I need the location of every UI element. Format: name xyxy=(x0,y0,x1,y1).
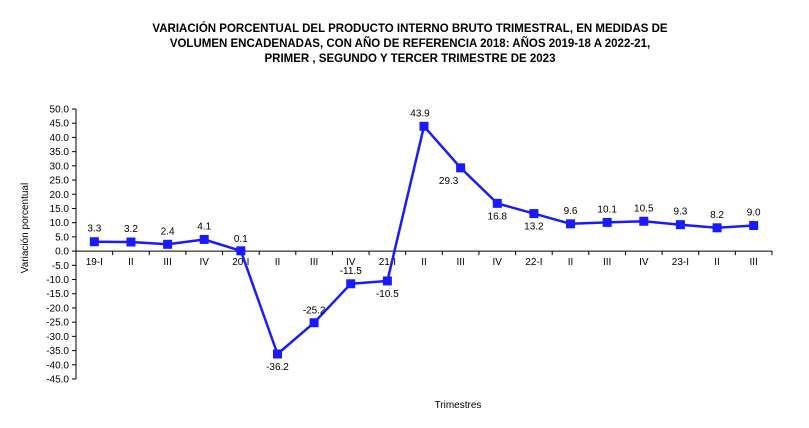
data-label: 13.2 xyxy=(524,222,544,233)
data-point xyxy=(346,279,356,289)
x-tick-label: III xyxy=(456,257,464,268)
series-line xyxy=(89,121,759,359)
y-tick-label: -35.0 xyxy=(46,346,69,357)
y-tick-label: 10.0 xyxy=(50,218,70,229)
data-point xyxy=(199,234,209,244)
data-point xyxy=(492,198,502,208)
data-label: 43.9 xyxy=(410,108,430,119)
chart-title-line-1: VARIACIÓN PORCENTUAL DEL PRODUCTO INTERN… xyxy=(152,23,668,35)
y-axis: 50.0 45.0 40.0 35.0 30.0 25.0 20.0 15.0 10.0 5.0 0… xyxy=(46,105,77,386)
data-label: 0.1 xyxy=(234,234,248,245)
y-tick-label: -45.0 xyxy=(46,375,69,386)
data-point xyxy=(272,349,282,359)
x-tick-label: IV xyxy=(346,257,356,268)
x-tick-label: IV xyxy=(639,257,649,268)
y-tick-label: -30.0 xyxy=(46,332,69,343)
data-point xyxy=(382,276,392,286)
x-axis: 19-I II III IV 20-I II III IV 21-I II III IV 22-I II I… xyxy=(75,250,773,268)
data-label: 2.4 xyxy=(161,226,175,237)
data-point xyxy=(566,219,576,229)
data-label: 3.3 xyxy=(87,224,101,235)
y-tick-label: 20.0 xyxy=(50,190,70,201)
data-label: 29.3 xyxy=(439,176,459,187)
x-tick-label: III xyxy=(163,257,171,268)
y-tick-label: 50.0 xyxy=(50,105,70,116)
x-tick-label: 20-I xyxy=(232,257,249,268)
data-label: -11.5 xyxy=(340,266,362,277)
x-tick-label: II xyxy=(714,257,720,268)
data-label: 3.2 xyxy=(124,224,138,235)
data-point xyxy=(529,209,539,219)
y-tick-label: 5.0 xyxy=(55,232,69,243)
y-tick-label: -5.0 xyxy=(52,261,70,272)
x-tick-label: II xyxy=(568,257,574,268)
x-tick-label: 21-I xyxy=(379,257,396,268)
data-point xyxy=(639,216,649,226)
data-label: 4.1 xyxy=(197,221,211,232)
data-point xyxy=(163,239,173,249)
y-tick-label: -25.0 xyxy=(46,318,69,329)
data-label: 16.8 xyxy=(488,211,508,222)
data-point xyxy=(309,318,319,328)
data-label: 9.6 xyxy=(564,206,578,217)
x-tick-label: III xyxy=(310,257,318,268)
data-label: -10.5 xyxy=(376,289,399,300)
data-label: 10.1 xyxy=(597,204,617,215)
data-point xyxy=(456,163,466,173)
data-label: 10.5 xyxy=(634,203,654,214)
x-tick-label: II xyxy=(275,257,281,268)
x-tick-label: 23-I xyxy=(672,257,689,268)
data-label: 9.0 xyxy=(747,208,761,219)
data-point xyxy=(602,217,612,227)
data-label: -36.2 xyxy=(266,362,289,373)
y-tick-label: 40.0 xyxy=(50,133,70,144)
y-tick-label: -40.0 xyxy=(46,360,69,371)
x-tick-label: 22-I xyxy=(525,257,542,268)
data-point xyxy=(749,221,759,231)
y-tick-label: 45.0 xyxy=(50,119,70,130)
x-tick-label: II xyxy=(128,257,134,268)
data-label: -25.2 xyxy=(303,306,326,317)
data-label: 8.2 xyxy=(710,210,724,221)
data-point xyxy=(126,237,136,247)
x-tick-label: 19-I xyxy=(86,257,103,268)
x-tick-label: III xyxy=(750,257,758,268)
y-tick-label: -10.0 xyxy=(46,275,69,286)
data-point xyxy=(89,237,99,247)
y-tick-label: -15.0 xyxy=(46,289,69,300)
x-tick-label: IV xyxy=(199,257,209,268)
x-axis-title: Trimestres xyxy=(435,400,482,411)
series-line-path xyxy=(94,125,754,356)
x-tick-label: II xyxy=(421,257,427,268)
data-point xyxy=(419,121,429,131)
x-tick-label: IV xyxy=(493,257,503,268)
y-tick-label: 35.0 xyxy=(50,147,70,158)
data-label: 9.3 xyxy=(673,207,687,218)
chart-title: VARIACIÓN PORCENTUAL DEL PRODUCTO INTERN… xyxy=(60,22,760,67)
y-tick-label: 15.0 xyxy=(50,204,70,215)
y-tick-label: 0.0 xyxy=(55,247,69,258)
chart-title-line-3: PRIMER , SEGUNDO Y TERCER TRIMESTRE DE 2… xyxy=(264,53,556,65)
data-point xyxy=(675,220,685,230)
x-tick-label: III xyxy=(603,257,611,268)
data-point xyxy=(236,246,246,256)
y-tick-label: -20.0 xyxy=(46,303,69,314)
y-tick-label: 25.0 xyxy=(50,176,70,187)
chart-title-line-2: VOLUMEN ENCADENADAS, CON AÑO DE REFERENC… xyxy=(169,38,651,50)
data-labels: 3.3 3.2 2.4 4.1 0.1 -36.2 -25.2 -11.5 -10.5 43.9 2… xyxy=(87,108,761,373)
y-axis-title: Variación porcentual xyxy=(20,183,31,273)
data-point xyxy=(712,223,722,233)
y-tick-label: 30.0 xyxy=(50,161,70,172)
